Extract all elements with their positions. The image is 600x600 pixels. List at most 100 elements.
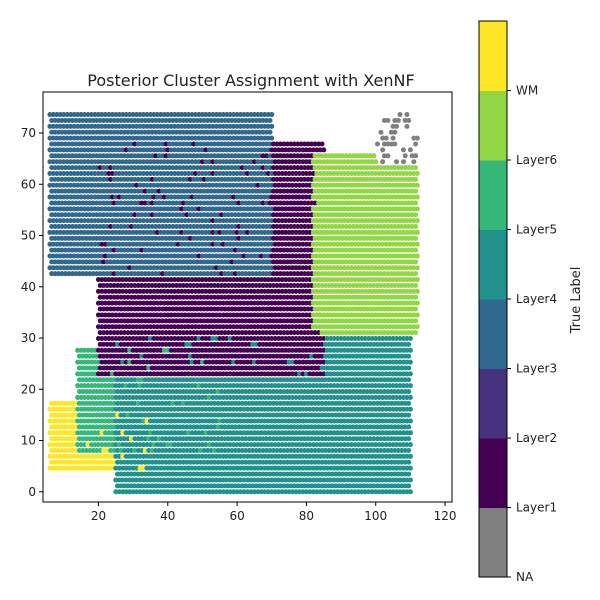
spot — [69, 447, 75, 453]
spot — [186, 442, 192, 448]
spot — [106, 453, 112, 459]
spot — [238, 430, 244, 436]
spot — [180, 424, 186, 430]
spot — [326, 424, 332, 430]
spot — [239, 424, 245, 430]
spot — [116, 453, 122, 459]
spot — [284, 483, 290, 489]
spot — [210, 477, 216, 483]
spot — [279, 418, 285, 424]
spot — [246, 459, 252, 465]
spot — [317, 489, 323, 495]
spot — [201, 471, 207, 477]
spot — [75, 465, 81, 471]
spot — [319, 471, 325, 477]
spot — [139, 436, 145, 442]
spot — [331, 453, 337, 459]
spot — [225, 483, 231, 489]
spot — [50, 442, 56, 448]
spot — [64, 453, 70, 459]
spot — [194, 436, 200, 442]
spot — [376, 453, 382, 459]
spot — [248, 430, 254, 436]
spot — [163, 412, 169, 418]
spot — [95, 453, 101, 459]
spot — [407, 406, 413, 412]
spot — [376, 489, 382, 495]
spot — [321, 442, 327, 448]
spot — [342, 489, 348, 495]
spot — [283, 442, 289, 448]
spot — [179, 442, 185, 448]
spot — [395, 459, 401, 465]
spot — [227, 477, 233, 483]
spot — [54, 430, 60, 436]
spot — [250, 483, 256, 489]
spot — [366, 453, 372, 459]
spot — [231, 418, 237, 424]
spot — [369, 477, 375, 483]
spot — [101, 412, 107, 418]
spot — [328, 442, 334, 448]
spot — [116, 430, 122, 436]
spot — [184, 471, 190, 477]
spot — [99, 418, 105, 424]
spot — [123, 477, 129, 483]
spot — [326, 447, 332, 453]
spot — [224, 442, 230, 448]
spot — [338, 442, 344, 448]
spot — [257, 471, 263, 477]
spot — [359, 489, 365, 495]
spot — [76, 412, 82, 418]
spot — [407, 489, 413, 495]
spot — [352, 489, 358, 495]
spot — [362, 442, 368, 448]
spot — [333, 459, 339, 465]
spot — [406, 400, 412, 406]
spot — [172, 453, 178, 459]
spot — [95, 430, 101, 436]
spot — [245, 442, 250, 448]
spot — [264, 471, 270, 477]
spot — [390, 489, 396, 495]
spot — [68, 453, 74, 459]
spot — [213, 477, 219, 483]
spot — [49, 459, 55, 465]
spot — [78, 442, 84, 448]
spot — [231, 465, 237, 471]
spot — [116, 489, 122, 495]
spot — [234, 465, 240, 471]
spot — [61, 442, 67, 448]
spot — [413, 306, 419, 312]
spot — [362, 418, 368, 424]
spot — [220, 418, 226, 424]
spot — [383, 453, 389, 459]
spot — [225, 459, 231, 465]
spot — [151, 477, 157, 483]
spot — [154, 489, 160, 495]
spot — [161, 477, 167, 483]
spot — [326, 459, 332, 465]
spot — [130, 430, 136, 436]
spot — [380, 453, 386, 459]
spot — [371, 447, 377, 453]
spot — [288, 447, 294, 453]
spot — [85, 430, 91, 436]
spot — [113, 430, 119, 436]
spot — [161, 418, 167, 424]
spot — [63, 459, 69, 465]
spot — [47, 418, 53, 424]
spot — [310, 465, 316, 471]
spot — [296, 465, 302, 471]
spot — [390, 477, 396, 483]
spot — [357, 447, 363, 453]
spot — [125, 424, 131, 430]
spot — [290, 418, 296, 424]
spot — [205, 483, 211, 489]
spot — [196, 489, 202, 495]
spot — [175, 442, 181, 448]
spot — [146, 424, 152, 430]
spot — [224, 453, 230, 459]
spot — [194, 471, 200, 477]
spot — [123, 453, 129, 459]
